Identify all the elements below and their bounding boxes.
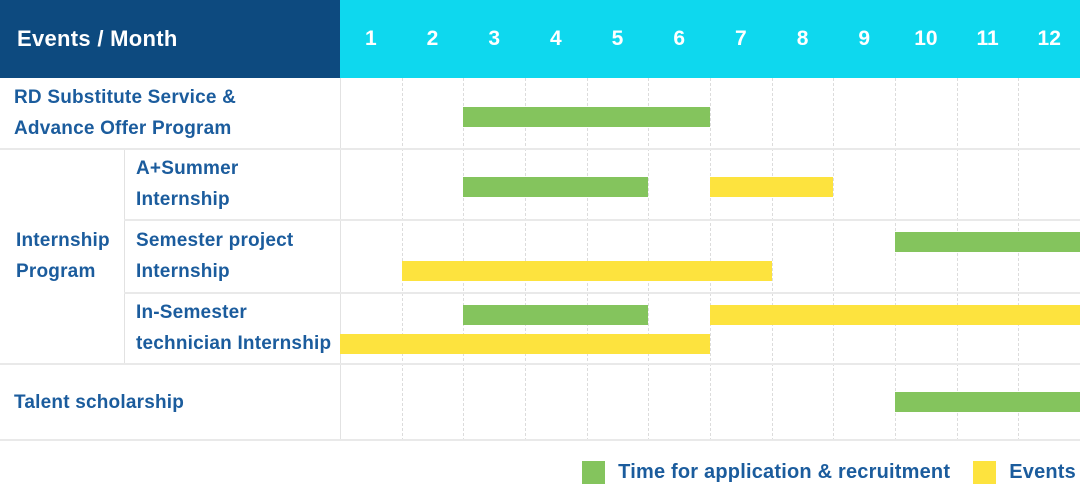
month-header-row: 1 2 3 4 5 6 7 8 9 10 11 12 [340,0,1080,78]
legend-label-event: Events [1009,460,1076,483]
grid-row-divider [0,363,1080,365]
bar-in-semester-technician-internship-event-m1-6 [340,334,710,354]
header-events-month-cell: Events / Month [0,0,340,78]
month-header-12: 12 [1037,27,1061,50]
row-label-a-plus-summer-internship: A+Summer Internship [136,157,239,210]
row-label-rd-substitute: RD Substitute Service & Advance Offer Pro… [14,87,237,139]
month-header-2: 2 [426,27,439,50]
grid-month-divider [401,78,403,441]
month-header-10: 10 [914,27,938,50]
bar-a-plus-summer-internship-event-m7-8 [710,177,834,197]
month-header-3: 3 [488,27,501,50]
row-label-in-semester-technician-internship: In-Semester technician Internship [136,301,332,354]
grid-month-divider [1018,78,1020,441]
legend-label-recruitment: Time for application & recruitment [618,460,951,483]
legend-item-event: Events [973,460,1076,484]
grid-group-divider [124,148,125,363]
grid-row-divider [0,439,1080,441]
month-header-5: 5 [611,27,624,50]
grid-month-divider [833,78,835,441]
legend-swatch-event [973,460,997,484]
bar-semester-project-internship-event-m2-7 [401,261,772,281]
bar-in-semester-technician-internship-recruitment-m3-5 [463,305,649,325]
bar-in-semester-technician-internship-event-m7-12 [710,305,1080,325]
month-header-8: 8 [796,27,809,50]
bar-talent-scholarship-recruitment-m10-12 [895,392,1080,412]
month-header-9: 9 [858,27,871,50]
grid-month-divider [710,78,711,441]
bar-semester-project-internship-recruitment-m10-12 [895,232,1080,252]
month-header-6: 6 [673,27,686,50]
month-header-7: 7 [735,27,747,50]
grid-month-divider [771,78,773,441]
bar-a-plus-summer-internship-recruitment-m3-5 [463,177,649,197]
grid-month-divider [956,78,958,441]
grid-month-divider [586,78,588,441]
row-label-talent-scholarship: Talent scholarship [14,391,185,413]
legend-item-recruitment: Time for application & recruitment [582,460,951,484]
legend: Time for application & recruitment Events [582,459,1076,485]
grid-row-divider [124,292,1080,294]
grid-row-divider [0,148,1080,150]
month-header-11: 11 [976,27,999,50]
row-label-semester-project-internship: Semester project Internship [136,229,294,282]
bar-rd-substitute-recruitment-m3-6 [463,107,710,127]
grid-month-divider [525,78,526,441]
grid-month-divider [463,78,465,441]
grid-month-divider [895,78,896,441]
grid-month-divider [648,78,650,441]
grid-row-divider [124,219,1080,221]
header-title: Events / Month [17,26,178,51]
grid-label-divider [340,78,341,441]
legend-swatch-recruitment [582,460,606,484]
group-label-internship-program: Internship Program [16,229,110,282]
month-header-1: 1 [364,27,377,50]
month-header-4: 4 [550,27,562,50]
